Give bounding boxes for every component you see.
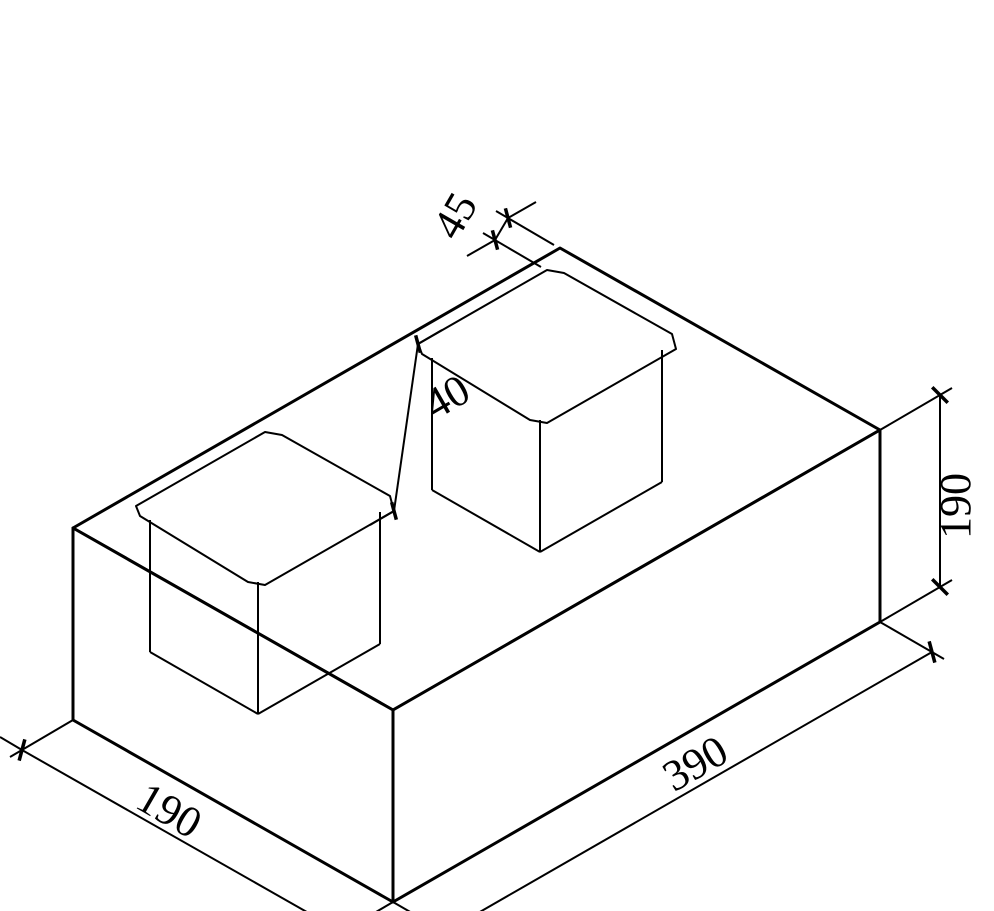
- line-element: [496, 211, 554, 245]
- dim-line-wall45: [495, 218, 508, 240]
- line-element: [880, 622, 944, 659]
- line-element: [0, 737, 22, 750]
- line-element: [467, 240, 495, 256]
- line-element: [508, 202, 536, 218]
- technical-drawing: 3901901904540: [0, 0, 994, 911]
- dim-label-height: 190: [931, 473, 980, 539]
- line-element: [10, 720, 73, 757]
- dim-label-wall45: 45: [423, 184, 487, 247]
- line-element: [393, 902, 457, 911]
- line-element: [483, 233, 541, 267]
- line-element: [330, 902, 393, 911]
